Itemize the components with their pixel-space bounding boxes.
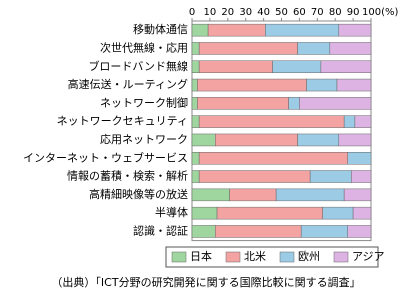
bar-segment (347, 225, 372, 238)
bar-segment (343, 115, 356, 128)
bar-segment (275, 188, 345, 202)
bar-segment (191, 78, 198, 92)
bar-segment (300, 225, 348, 238)
bar-segment (191, 60, 200, 73)
y-tick-label: 移動体通信 (133, 22, 188, 36)
bar-segment (191, 188, 230, 202)
y-tick-label: 次世代無線・応用 (100, 40, 188, 54)
bar-segment (191, 97, 198, 110)
x-tick-label: 0 (189, 7, 195, 18)
bar-segment (351, 170, 372, 183)
bar-segment (198, 170, 311, 183)
bar-segment (322, 206, 354, 220)
bar-segment (306, 78, 338, 92)
bar-segment (198, 152, 348, 165)
y-tick-label: ネットワーク制御 (100, 95, 188, 109)
bar-segment (343, 188, 372, 202)
bar-segment (215, 225, 302, 238)
bar-segment (198, 42, 298, 55)
legend-label: アジア (352, 250, 385, 263)
bar-segment (191, 42, 200, 55)
y-tick-label: 高精細映像等の放送 (89, 187, 188, 201)
bar-segment (272, 60, 322, 73)
bar-segment (288, 97, 300, 110)
bar-segment (299, 97, 372, 110)
y-tick-label: ネットワークセキュリティ (57, 115, 188, 128)
legend-swatch (333, 251, 349, 263)
bar-segment (191, 170, 200, 183)
bar-segment (191, 152, 200, 165)
bar-segment (198, 115, 345, 128)
y-tick-label: 認識・認証 (133, 223, 188, 237)
legend-swatch (171, 251, 187, 263)
y-tick-label: 応用ネットワーク (100, 132, 188, 146)
bar-segment (265, 23, 340, 37)
bar-segment (329, 42, 372, 55)
legend-label: 北米 (244, 250, 266, 263)
bar-segment (320, 60, 372, 73)
legend-box (165, 246, 379, 268)
bar-segment (197, 78, 307, 92)
bar-segment (229, 188, 277, 202)
bar-segment (191, 133, 216, 147)
bar-segment (352, 206, 372, 220)
legend-swatch (225, 251, 241, 263)
y-tick-label: インターネット・ウェブサービス (23, 150, 188, 164)
bar-segment (336, 78, 372, 92)
bar-segment (297, 133, 340, 147)
x-tick-label: 60 (293, 7, 306, 18)
bar-segment (191, 23, 209, 37)
bar-segment (338, 23, 372, 37)
bar-segment (215, 133, 298, 147)
x-tick-label: 70 (311, 7, 324, 18)
bar-segment (198, 60, 273, 73)
bar-segment (191, 115, 200, 128)
x-tick-label: 20 (221, 7, 234, 18)
legend-label: 日本 (190, 249, 212, 263)
bar-segment (309, 170, 352, 183)
bar-segment (216, 206, 323, 220)
bar-segment (191, 225, 216, 238)
bar-segment (191, 206, 218, 220)
y-tick-label: 半導体 (155, 205, 188, 219)
x-tick-label: 80 (329, 7, 342, 18)
legend-label: 欧州 (298, 250, 320, 263)
y-tick-label: 高速伝送・ルーティング (68, 77, 188, 91)
bar-segment (347, 152, 372, 165)
bar-segment (338, 133, 372, 147)
bar-segment (207, 23, 266, 37)
x-tick-label: 10 (204, 7, 217, 18)
x-tick-label: 90 (347, 7, 360, 18)
x-tick-label: 40 (257, 7, 270, 18)
y-tick-label: 情報の蓄積・検索・解析 (67, 169, 188, 183)
bar-segment (354, 115, 372, 128)
x-tick-label: 50 (275, 7, 288, 18)
source-note: （出典）「ICT分野の研究開発に関する国際比較に関する調査」 (51, 275, 360, 289)
y-tick-label: ブロードバンド無線 (88, 59, 188, 73)
x-tick-label: 30 (239, 7, 252, 18)
x-tick-label: 100(%) (362, 7, 398, 18)
bar-segment (297, 42, 331, 55)
bar-segment (197, 97, 289, 110)
legend-swatch (279, 251, 295, 263)
